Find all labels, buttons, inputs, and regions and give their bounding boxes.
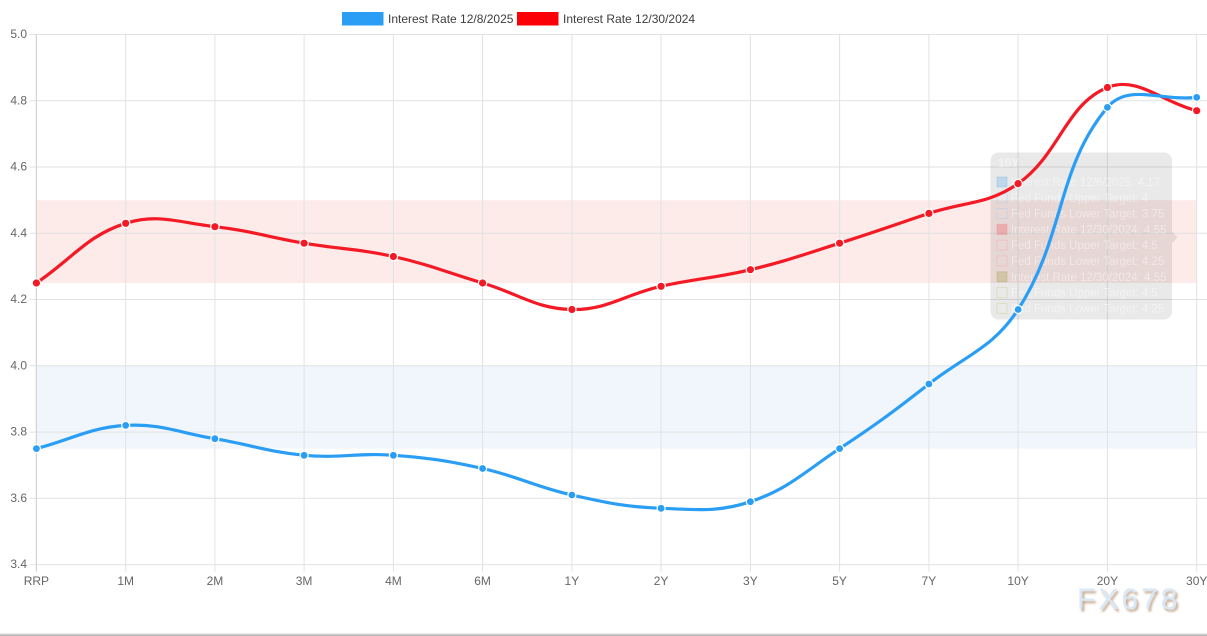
svg-text:Interest Rate 12/8/2025: 4.17: Interest Rate 12/8/2025: 4.17 — [1011, 177, 1160, 189]
svg-text:20Y: 20Y — [1097, 574, 1118, 588]
svg-text:2M: 2M — [207, 574, 224, 588]
svg-text:1Y: 1Y — [565, 574, 580, 588]
svg-text:4.6: 4.6 — [10, 160, 27, 174]
svg-text:10Y: 10Y — [1007, 574, 1028, 588]
svg-text:Fed Funds Lower Target: 3.75: Fed Funds Lower Target: 3.75 — [1011, 209, 1164, 221]
svg-text:3.6: 3.6 — [10, 491, 27, 505]
svg-text:RRP: RRP — [24, 574, 49, 588]
svg-text:Interest Rate 12/8/2025: Interest Rate 12/8/2025 — [388, 12, 514, 26]
svg-text:7Y: 7Y — [922, 574, 937, 588]
svg-text:4.8: 4.8 — [10, 93, 27, 107]
svg-text:2Y: 2Y — [654, 574, 669, 588]
svg-text:5.0: 5.0 — [10, 27, 27, 41]
svg-text:Fed Funds Lower Target: 4.25: Fed Funds Lower Target: 4.25 — [1011, 303, 1164, 315]
svg-text:6M: 6M — [474, 574, 491, 588]
svg-text:4.4: 4.4 — [10, 226, 27, 240]
svg-text:Fed Funds Upper Target: 4.5: Fed Funds Upper Target: 4.5 — [1011, 240, 1158, 252]
svg-text:Interest Rate 12/30/2024: Interest Rate 12/30/2024 — [563, 12, 695, 26]
svg-text:3M: 3M — [296, 574, 313, 588]
svg-text:30Y: 30Y — [1186, 574, 1207, 588]
svg-text:4.0: 4.0 — [10, 358, 27, 372]
svg-text:Fed Funds Upper Target: 4: Fed Funds Upper Target: 4 — [1011, 193, 1149, 205]
svg-text:3.4: 3.4 — [10, 557, 27, 571]
svg-text:5Y: 5Y — [832, 574, 847, 588]
svg-text:Interest Rate 12/30/2024: 4.55: Interest Rate 12/30/2024: 4.55 — [1011, 224, 1166, 236]
svg-text:Interest Rate 12/30/2024: 4.55: Interest Rate 12/30/2024: 4.55 — [1011, 272, 1166, 284]
svg-text:4M: 4M — [385, 574, 402, 588]
svg-text:3.8: 3.8 — [10, 425, 27, 439]
svg-text:10Y: 10Y — [998, 156, 1019, 170]
svg-text:3Y: 3Y — [743, 574, 758, 588]
svg-text:4.2: 4.2 — [10, 292, 27, 306]
svg-text:1M: 1M — [117, 574, 134, 588]
svg-text:Fed Funds Upper Target: 4.5: Fed Funds Upper Target: 4.5 — [1011, 288, 1158, 300]
svg-text:Fed Funds Lower Target: 4.25: Fed Funds Lower Target: 4.25 — [1011, 256, 1164, 268]
